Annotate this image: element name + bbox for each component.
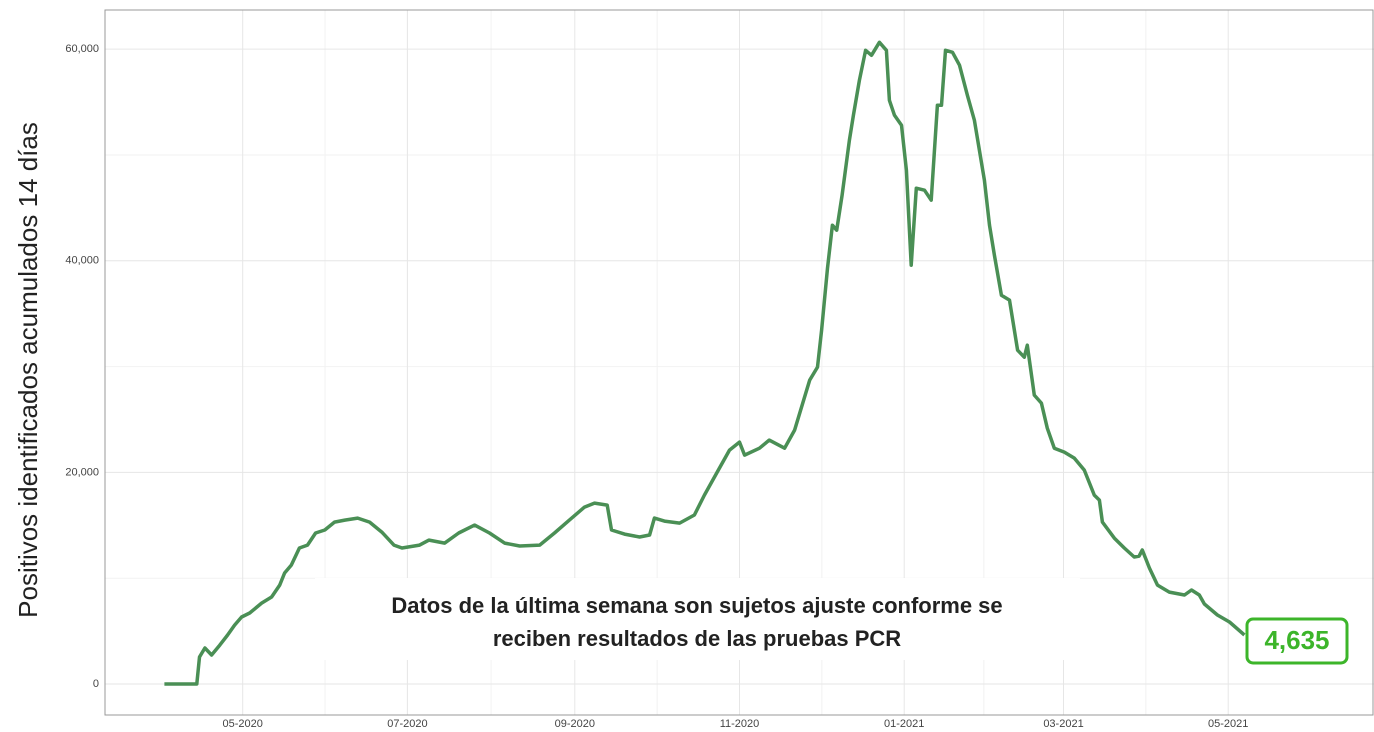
end-label: 4,635 <box>1264 625 1329 655</box>
y-tick-label: 60,000 <box>65 43 99 55</box>
x-tick-label: 05-2021 <box>1208 718 1248 730</box>
plot-border <box>104 9 1374 716</box>
y-tick-label: 0 <box>93 678 99 690</box>
x-tick-label: 01-2021 <box>884 718 924 730</box>
annotation: Datos de la última semana son sujetos aj… <box>391 593 1002 618</box>
end-label-box <box>1245 617 1349 665</box>
x-tick-label: 05-2020 <box>223 718 263 730</box>
x-tick-label: 07-2020 <box>387 718 427 730</box>
x-tick-label: 11-2020 <box>720 718 760 730</box>
y-axis-label: Positivos identificados acumulados 14 dí… <box>13 122 43 618</box>
y-tick-label: 20,000 <box>65 466 99 478</box>
annotation-background <box>315 578 1080 660</box>
line <box>164 40 1246 686</box>
annotation: reciben resultados de las pruebas PCR <box>493 626 901 651</box>
x-tick-label: 03-2021 <box>1043 718 1083 730</box>
x-tick-label: 09-2020 <box>555 718 595 730</box>
y-tick-label: 40,000 <box>65 255 99 267</box>
